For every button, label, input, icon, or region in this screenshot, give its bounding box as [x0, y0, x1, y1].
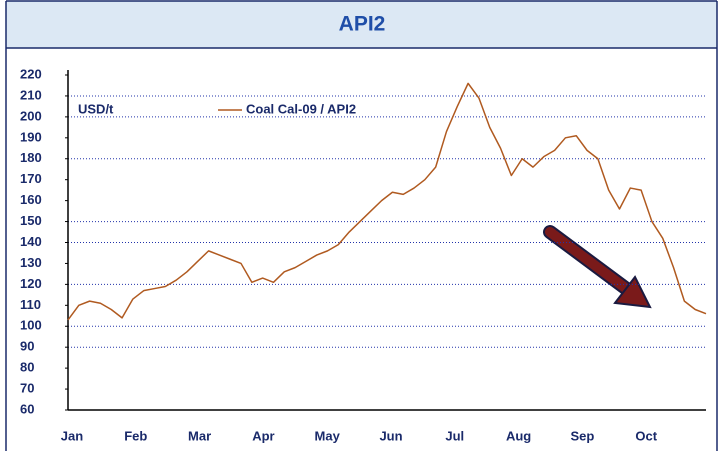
x-tick-label: Sep [570, 428, 594, 443]
y-unit-label: USD/t [78, 101, 114, 116]
x-tick-label: May [315, 428, 341, 443]
x-tick-label: Jun [379, 428, 402, 443]
chart-title: API2 [339, 13, 386, 36]
y-tick-label: 70 [20, 381, 34, 396]
y-tick-label: 120 [20, 276, 42, 291]
y-tick-label: 180 [20, 150, 42, 165]
y-tick-label: 150 [20, 213, 42, 228]
y-tick-label: 210 [20, 87, 42, 102]
x-tick-label: Apr [252, 428, 274, 443]
y-tick-label: 130 [20, 255, 42, 270]
x-tick-label: Aug [506, 428, 531, 443]
y-tick-label: 110 [20, 297, 41, 312]
x-tick-label: Mar [188, 428, 211, 443]
y-tick-label: 160 [20, 192, 42, 207]
y-tick-label: 90 [20, 339, 34, 354]
x-tick-label: Oct [635, 428, 657, 443]
y-tick-label: 140 [20, 234, 42, 249]
y-tick-label: 200 [20, 108, 42, 123]
y-tick-label: 170 [20, 171, 42, 186]
data-line [67, 82, 707, 321]
x-tick-label: Feb [124, 428, 147, 443]
y-tick-label: 80 [20, 360, 34, 375]
title-bar [6, 1, 717, 48]
x-tick-label: Jan [61, 428, 83, 443]
arrow [543, 225, 652, 309]
y-tick-label: 220 [20, 66, 42, 81]
legend-label: Coal Cal-09 / API2 [246, 101, 356, 116]
x-tick-label: Jul [445, 428, 464, 443]
y-tick-label: 100 [20, 318, 42, 333]
y-tick-label: 60 [20, 401, 34, 416]
y-tick-label: 190 [20, 129, 42, 144]
